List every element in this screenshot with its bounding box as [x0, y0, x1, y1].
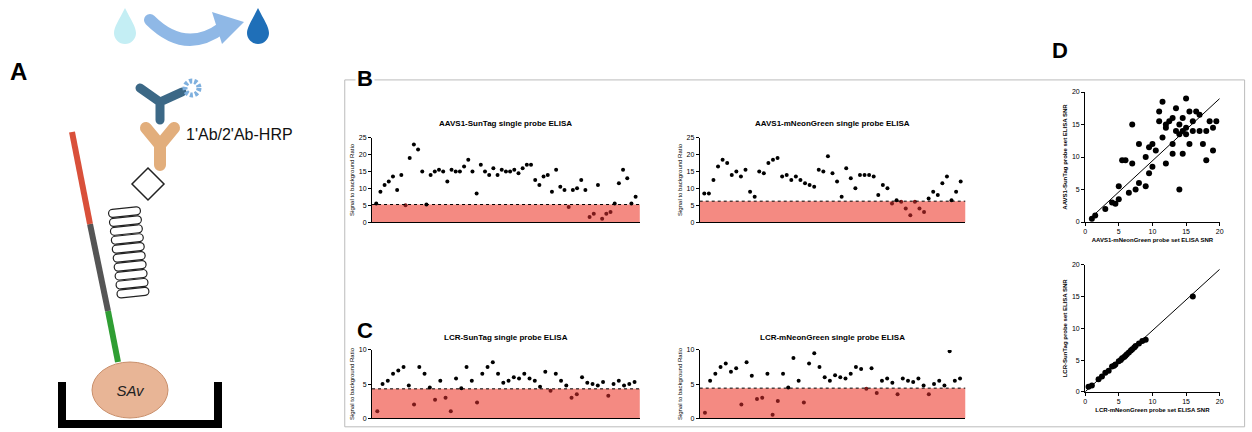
- svg-text:25: 25: [359, 134, 367, 141]
- svg-text:10: 10: [1149, 228, 1157, 235]
- svg-text:LCR-mNeonGreen single probe EL: LCR-mNeonGreen single probe ELISA: [760, 333, 905, 342]
- svg-text:15: 15: [1182, 398, 1190, 405]
- svg-text:20: 20: [1216, 398, 1224, 405]
- svg-text:0: 0: [1076, 218, 1080, 225]
- svg-text:5: 5: [1117, 228, 1121, 235]
- svg-text:LCR-mNeonGreen probe set ELISA: LCR-mNeonGreen probe set ELISA SNR: [1095, 407, 1210, 413]
- svg-text:10: 10: [1072, 325, 1080, 332]
- svg-text:15: 15: [1182, 228, 1190, 235]
- svg-text:0: 0: [690, 415, 694, 422]
- svg-text:25: 25: [687, 134, 695, 141]
- svg-text:Signal to background Ratio: Signal to background Ratio: [349, 347, 355, 420]
- svg-text:5: 5: [690, 202, 694, 209]
- svg-text:20: 20: [359, 151, 367, 158]
- svg-text:20: 20: [1216, 228, 1224, 235]
- svg-text:10: 10: [687, 185, 695, 192]
- svg-text:5: 5: [690, 381, 694, 388]
- svg-text:5: 5: [1076, 186, 1080, 193]
- svg-text:20: 20: [1072, 261, 1080, 268]
- svg-text:AAVS1-SunTag probe set ELISA S: AAVS1-SunTag probe set ELISA SNR: [1062, 104, 1068, 210]
- svg-text:10: 10: [1072, 153, 1080, 160]
- svg-text:SAv: SAv: [116, 382, 145, 399]
- svg-text:15: 15: [1072, 293, 1080, 300]
- svg-text:10: 10: [359, 185, 367, 192]
- svg-text:10: 10: [359, 346, 367, 353]
- svg-text:10: 10: [1149, 398, 1157, 405]
- svg-text:AAVS1-mNeonGreen single probe: AAVS1-mNeonGreen single probe ELISA: [755, 119, 910, 128]
- svg-text:LCR-SunTag probe set ELISA SNR: LCR-SunTag probe set ELISA SNR: [1062, 279, 1068, 378]
- svg-text:AAVS1-SunTag single probe ELIS: AAVS1-SunTag single probe ELISA: [439, 119, 572, 128]
- svg-text:0: 0: [1076, 388, 1080, 395]
- svg-text:LCR-SunTag single probe ELISA: LCR-SunTag single probe ELISA: [444, 333, 568, 342]
- svg-text:5: 5: [363, 202, 367, 209]
- svg-text:15: 15: [1072, 121, 1080, 128]
- svg-text:Signal to background Ratio: Signal to background Ratio: [349, 143, 355, 216]
- svg-text:D: D: [1052, 38, 1068, 63]
- svg-text:5: 5: [1076, 357, 1080, 364]
- svg-text:B: B: [357, 66, 373, 91]
- svg-text:0: 0: [690, 218, 694, 225]
- svg-text:0: 0: [363, 415, 367, 422]
- svg-text:0: 0: [363, 218, 367, 225]
- svg-text:5: 5: [363, 381, 367, 388]
- svg-text:0: 0: [1083, 228, 1087, 235]
- svg-text:1'Ab/2'Ab-HRP: 1'Ab/2'Ab-HRP: [186, 126, 293, 143]
- svg-text:20: 20: [1072, 88, 1080, 95]
- svg-text:AAVS1-mNeonGreen probe set ELI: AAVS1-mNeonGreen probe set ELISA SNR: [1092, 237, 1214, 243]
- svg-text:20: 20: [687, 151, 695, 158]
- svg-text:15: 15: [687, 168, 695, 175]
- svg-text:0: 0: [1083, 398, 1087, 405]
- svg-text:C: C: [357, 318, 373, 343]
- svg-text:A: A: [10, 58, 27, 85]
- svg-text:10: 10: [687, 346, 695, 353]
- svg-text:Signal to background Ratio: Signal to background Ratio: [677, 347, 683, 420]
- svg-text:Signal to background Ratio: Signal to background Ratio: [677, 143, 683, 216]
- svg-text:15: 15: [359, 168, 367, 175]
- svg-text:5: 5: [1117, 398, 1121, 405]
